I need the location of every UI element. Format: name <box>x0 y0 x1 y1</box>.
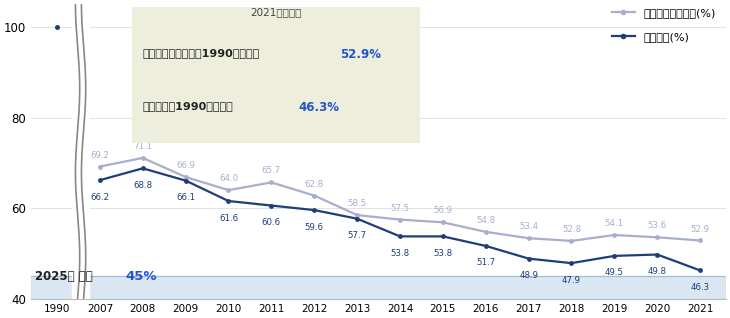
Text: 48.9: 48.9 <box>519 271 538 280</box>
Bar <box>72 4 89 299</box>
Text: 65.7: 65.7 <box>262 166 281 176</box>
Text: 46.3%: 46.3% <box>299 101 339 114</box>
Legend: 信越化学グループ(%), 信越化学(%): 信越化学グループ(%), 信越化学(%) <box>608 4 721 46</box>
Bar <box>31 276 726 299</box>
Text: 2025年 目標: 2025年 目標 <box>35 270 96 283</box>
Text: 71.1: 71.1 <box>133 142 153 151</box>
Text: 53.8: 53.8 <box>434 249 453 258</box>
Text: 47.9: 47.9 <box>562 276 581 285</box>
Text: 49.5: 49.5 <box>605 268 624 277</box>
FancyBboxPatch shape <box>132 7 420 143</box>
Text: 54.8: 54.8 <box>476 216 495 225</box>
Text: 49.8: 49.8 <box>648 267 666 276</box>
Text: 53.8: 53.8 <box>391 249 410 258</box>
Text: 64.0: 64.0 <box>219 174 238 183</box>
Text: 61.6: 61.6 <box>219 213 238 223</box>
Text: 51.7: 51.7 <box>476 259 495 267</box>
Text: 53.6: 53.6 <box>648 221 666 230</box>
Text: 56.9: 56.9 <box>434 206 453 215</box>
Text: 信越化学は1990年度比で: 信越化学は1990年度比で <box>142 101 233 111</box>
Text: 57.7: 57.7 <box>347 231 366 240</box>
Text: 59.6: 59.6 <box>304 223 323 232</box>
Text: 58.5: 58.5 <box>347 199 366 208</box>
Text: 52.8: 52.8 <box>562 225 581 234</box>
Text: 66.1: 66.1 <box>176 193 195 202</box>
Text: 66.2: 66.2 <box>91 193 110 202</box>
Text: 69.2: 69.2 <box>91 151 110 160</box>
Text: 53.4: 53.4 <box>519 222 538 231</box>
Text: 54.1: 54.1 <box>604 219 624 228</box>
Text: 46.3: 46.3 <box>691 283 710 292</box>
Text: 2021年度実績: 2021年度実績 <box>250 7 301 17</box>
Text: 52.9: 52.9 <box>691 225 710 233</box>
Text: 68.8: 68.8 <box>133 181 153 190</box>
Text: 信越化学グループは1990年度比で: 信越化学グループは1990年度比で <box>142 48 260 59</box>
Text: 52.9%: 52.9% <box>340 48 381 61</box>
Text: 66.9: 66.9 <box>176 161 195 170</box>
Text: 62.8: 62.8 <box>304 180 324 189</box>
Text: 60.6: 60.6 <box>262 218 281 227</box>
Text: 57.5: 57.5 <box>391 204 410 213</box>
Text: 45%: 45% <box>125 270 156 283</box>
